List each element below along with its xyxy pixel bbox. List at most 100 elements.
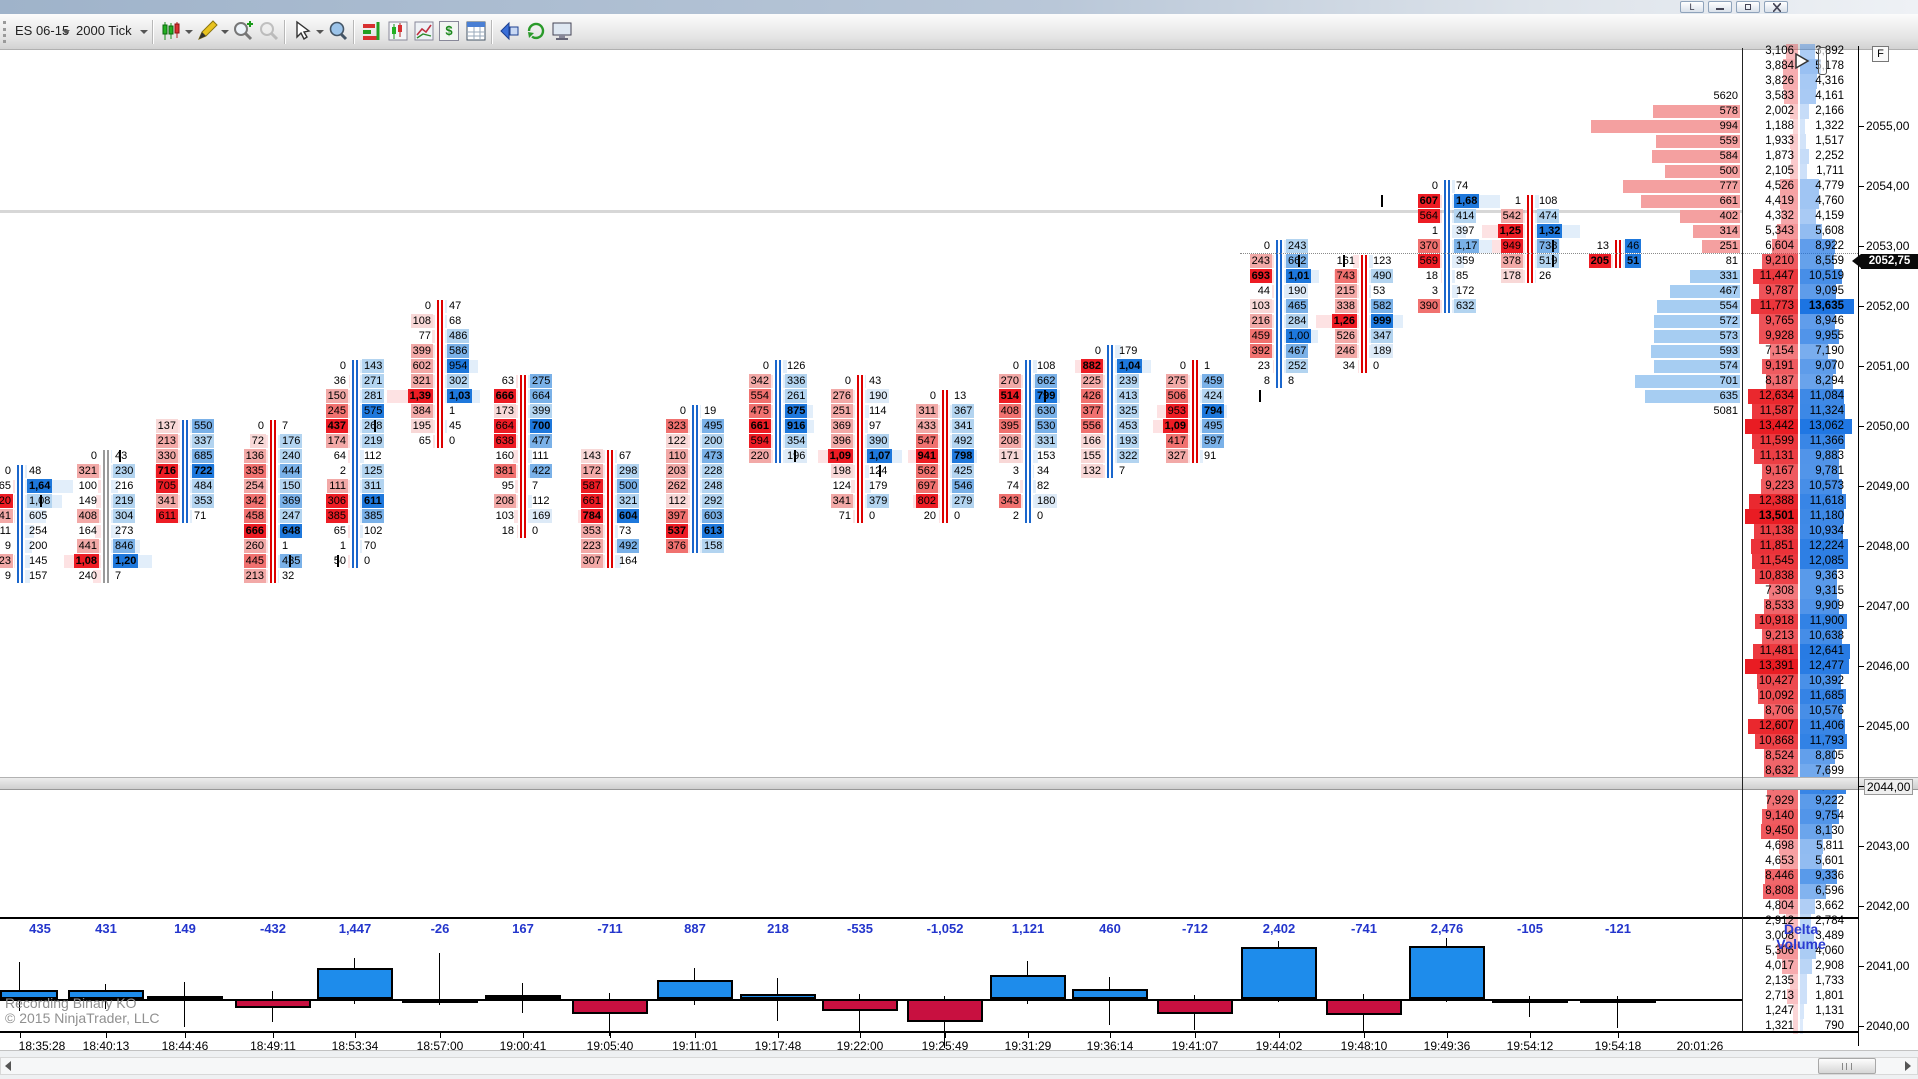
market-depth-button[interactable] — [361, 20, 383, 42]
footprint-ask-cell-value: 444 — [280, 464, 303, 478]
footprint-ask-cell-value: 298 — [617, 464, 640, 478]
footprint-ask-cell-value: 302 — [447, 374, 470, 388]
ladder-left-border — [1742, 48, 1743, 1031]
line-chart-button[interactable] — [413, 20, 435, 42]
footprint-ask-cell: 662 — [1035, 374, 1089, 388]
footprint-bid-cell-value: 0 — [1179, 360, 1186, 372]
cursor-caret-icon[interactable] — [316, 30, 324, 34]
ladder-sell-bar — [1759, 329, 1798, 344]
instrument-caret-icon[interactable] — [62, 30, 70, 34]
footprint-ask-cell: 424 — [1202, 389, 1256, 403]
ask-volume-tail — [615, 450, 617, 463]
horizontal-scrollbar[interactable] — [0, 1057, 1918, 1075]
footprint-ask-cell-value: 722 — [192, 464, 215, 478]
footprint-bid-cell: 697 — [884, 479, 938, 493]
footprint-bid-cell-value: 562 — [915, 464, 938, 478]
footprint-ask-cell-value: 46 — [1625, 239, 1642, 253]
footprint-ask-cell-value: 216 — [115, 480, 134, 492]
minimize-icon — [1716, 4, 1724, 10]
drawing-tools-caret-icon[interactable] — [221, 30, 229, 34]
footprint-ask-cell: 292 — [702, 494, 756, 508]
footprint-bid-cell-value: 161 — [1336, 255, 1355, 267]
chart-trader-button[interactable] — [387, 20, 409, 42]
ladder-buy-value: 9,363 — [1815, 570, 1844, 582]
footprint-bid-cell-value: 526 — [1334, 329, 1357, 343]
toolbar-grip[interactable] — [3, 21, 9, 43]
footprint-bid-cell-value: 378 — [1500, 254, 1523, 268]
interval-select[interactable]: 2000 Tick — [76, 23, 132, 38]
footprint-bid-cell-value: 953 — [1165, 404, 1188, 418]
footprint-ask-cell: 252 — [1286, 359, 1340, 373]
ladder-buy-value: 4,161 — [1815, 90, 1844, 102]
profile-sell-bar — [1656, 135, 1740, 148]
zoom-in-button[interactable] — [232, 20, 254, 42]
panel-splitter[interactable] — [0, 777, 1918, 790]
footprint-bid-cell-value: 215 — [1334, 284, 1357, 298]
close-button[interactable] — [1764, 1, 1788, 13]
drawing-tools-button[interactable] — [196, 20, 218, 42]
cursor-button[interactable] — [292, 20, 314, 42]
restore-button[interactable] — [1736, 1, 1760, 13]
chart-style-button[interactable] — [160, 20, 182, 42]
monitor-button[interactable] — [551, 20, 573, 42]
delta-bar — [1072, 989, 1148, 999]
price-axis-tick — [1858, 1026, 1864, 1027]
footprint-bid-cell: 0 — [379, 299, 433, 313]
footprint-bid-cell: 661 — [549, 494, 603, 508]
footprint-bid-cell: 71 — [799, 509, 853, 523]
back-button[interactable] — [499, 20, 521, 42]
scroll-left-icon[interactable] — [5, 1061, 11, 1071]
ladder-buy-value: 11,180 — [1809, 510, 1844, 522]
profile-sell-bar — [1652, 150, 1740, 163]
data-box-button[interactable] — [327, 20, 349, 42]
delta-bar — [990, 975, 1066, 999]
price-axis-tick — [1858, 546, 1864, 547]
ladder-buy-value: 8,946 — [1815, 315, 1844, 327]
footprint-bid-cell-value: 426 — [1080, 389, 1103, 403]
imbalance-marker — [794, 450, 796, 462]
scroll-right-icon[interactable] — [1905, 1061, 1911, 1071]
footprint-bid-cell: 2 — [967, 509, 1021, 523]
ladder-sell-bar — [1763, 884, 1798, 899]
ladder-sell-value: 11,131 — [1759, 450, 1794, 462]
imbalance-marker — [374, 420, 376, 432]
ladder-sell-value: 5,343 — [1765, 225, 1794, 237]
ladder-sell-value: 9,787 — [1765, 285, 1794, 297]
footprint-bid-cell: 638 — [462, 434, 516, 448]
ask-volume-tail — [1369, 285, 1371, 298]
footprint-bid-cell-value: 607 — [1417, 194, 1440, 208]
zoom-out-button[interactable] — [258, 20, 280, 42]
footprint-ask-cell-value: 32 — [282, 570, 295, 582]
footprint-bid-cell-value: 122 — [665, 434, 688, 448]
interval-caret-icon[interactable] — [140, 30, 148, 34]
chart-style-caret-icon[interactable] — [185, 30, 193, 34]
ladder-buy-bar — [1800, 449, 1839, 464]
bid-volume-tail — [14, 495, 15, 508]
footprint-bid-cell-value: 392 — [1249, 344, 1272, 358]
reload-button[interactable] — [525, 20, 547, 42]
instrument-select[interactable]: ES 06-15 — [15, 23, 70, 38]
link-button[interactable]: L — [1680, 1, 1704, 13]
ladder-buy-bar — [1800, 299, 1854, 314]
scrollbar-thumb[interactable] — [1818, 1058, 1876, 1074]
footprint-bid-cell-value: 0 — [679, 405, 686, 417]
grid-button[interactable] — [465, 20, 487, 42]
ladder-buy-bar — [1800, 749, 1835, 764]
footprint-ask-cell: 0 — [952, 509, 1006, 523]
profile-value: 994 — [1719, 120, 1738, 132]
ladder-sell-value: 11,138 — [1759, 525, 1794, 537]
dollar-button[interactable]: $ — [439, 21, 459, 41]
footprint-bid-cell: 666 — [462, 389, 516, 403]
fixed-scale-button[interactable]: F — [1872, 46, 1889, 62]
minimize-button[interactable] — [1708, 1, 1732, 13]
footprint-bid-cell-value: 3 — [1431, 285, 1438, 297]
footprint-bid-cell-value: 262 — [665, 479, 688, 493]
footprint-bid-cell: 664 — [462, 419, 516, 433]
ladder-sell-bar — [1745, 419, 1798, 434]
footprint-ask-cell-value: 0 — [449, 435, 456, 447]
footprint-ask-cell: 68 — [447, 314, 501, 328]
footprint-bid-cell: 166 — [1049, 434, 1103, 448]
footprint-ask-cell: 444 — [280, 464, 334, 478]
footprint-ask-cell-value: 474 — [1537, 209, 1560, 223]
footprint-bid-cell: 9 — [0, 539, 13, 553]
